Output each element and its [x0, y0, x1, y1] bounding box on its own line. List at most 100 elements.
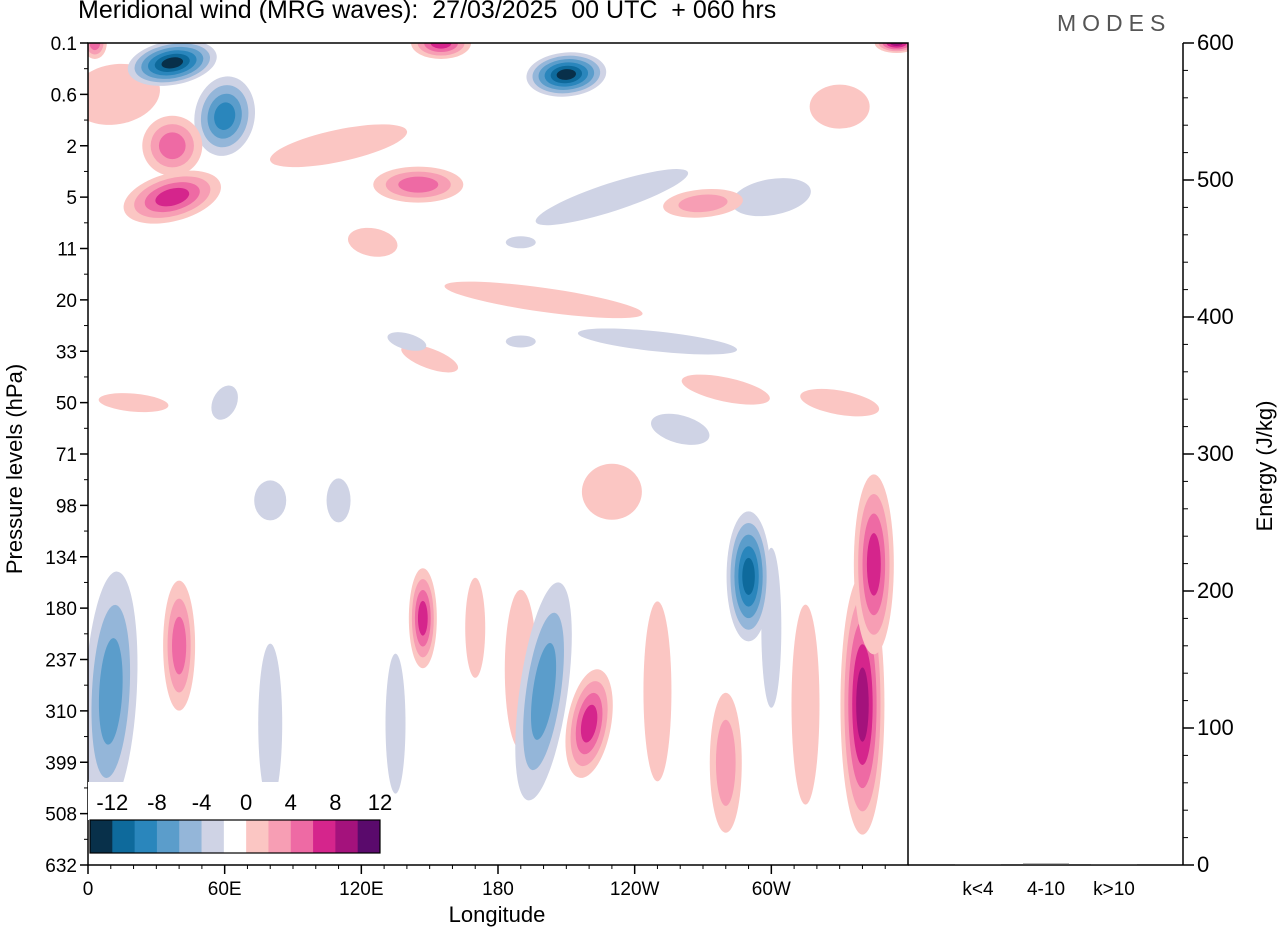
energy-category-label: k<4 — [962, 879, 994, 900]
x-tick-label: 60E — [208, 879, 242, 900]
field-contour — [715, 719, 736, 806]
field-contour — [681, 374, 770, 405]
field-contour — [211, 385, 238, 420]
wind-field — [88, 43, 908, 835]
field-contour — [387, 332, 427, 351]
field-contour — [347, 227, 398, 257]
x-axis-label: Longitude — [449, 902, 546, 927]
field-contour — [385, 653, 406, 794]
field-contour — [530, 642, 557, 740]
field-contour — [465, 577, 486, 678]
colorbar-label: -12 — [96, 790, 128, 815]
colorbar-swatch — [335, 820, 359, 853]
energy-y-tick-label: 300 — [1197, 441, 1234, 466]
colorbar-swatch — [179, 820, 203, 853]
y-tick-label: 50 — [56, 394, 77, 415]
field-contour — [326, 478, 351, 523]
y-tick-label: 71 — [56, 445, 77, 466]
field-contour — [444, 281, 643, 319]
energy-y-tick-label: 600 — [1197, 30, 1234, 55]
y-axis-label: Pressure levels (hPa) — [2, 364, 27, 574]
field-contour — [651, 413, 710, 445]
energy-y-label: Energy (J/kg) — [1252, 401, 1277, 532]
colorbar-swatch — [156, 820, 180, 853]
y-tick-label: 134 — [45, 548, 77, 569]
colorbar-swatch — [313, 820, 336, 853]
energy-y-tick-label: 400 — [1197, 304, 1234, 329]
field-contour — [866, 533, 881, 596]
y-tick-label: 11 — [57, 240, 77, 261]
field-contour — [580, 704, 598, 743]
y-tick-label: 0.6 — [51, 85, 77, 106]
field-contour — [678, 194, 728, 213]
field-contour — [89, 43, 101, 51]
field-contour — [401, 344, 459, 373]
y-tick-label: 180 — [45, 599, 77, 620]
field-contour — [505, 236, 536, 249]
colorbar-label: 0 — [240, 790, 252, 815]
energy-category-label: k>10 — [1093, 879, 1135, 900]
colorbar-label: 4 — [285, 790, 297, 815]
x-tick-label: 120W — [610, 879, 660, 900]
energy-y-tick-label: 100 — [1197, 715, 1234, 740]
x-tick-label: 0 — [83, 879, 94, 900]
field-contour — [398, 176, 439, 193]
field-contour — [809, 84, 870, 129]
chart-title: Meridional wind (MRG waves): 27/03/2025 … — [78, 0, 777, 24]
colorbar-swatch — [201, 820, 225, 853]
energy-bar — [1023, 863, 1069, 865]
y-tick-label: 237 — [45, 651, 77, 672]
field-contour — [258, 643, 283, 804]
field-contour — [791, 604, 820, 805]
colorbar-label: -8 — [147, 790, 167, 815]
y-tick-label: 5 — [66, 188, 77, 209]
colorbar-label: -4 — [192, 790, 212, 815]
colorbar-swatch — [357, 820, 381, 853]
field-contour — [581, 463, 642, 520]
colorbar-swatch — [290, 820, 314, 853]
colorbar-frame — [89, 819, 381, 854]
y-tick-label: 98 — [56, 496, 77, 517]
colorbar-swatch — [112, 820, 136, 853]
field-contour — [155, 187, 190, 207]
energy-y-tick-label: 0 — [1197, 852, 1209, 877]
field-contour — [161, 57, 184, 69]
y-tick-label: 508 — [45, 805, 77, 826]
field-contour — [98, 638, 123, 745]
field-contour — [172, 616, 187, 675]
colorbar-swatch — [246, 820, 269, 853]
x-tick-label: 180 — [482, 879, 514, 900]
energy-y-tick-label: 500 — [1197, 167, 1234, 192]
colorbar-swatch — [90, 820, 113, 853]
colorbar-swatch — [268, 820, 292, 853]
y-tick-label: 0.1 — [51, 34, 77, 55]
field-contour — [254, 480, 287, 521]
colorbar-label-bg — [88, 782, 382, 820]
y-tick-label: 310 — [45, 702, 77, 723]
energy-bar — [1091, 864, 1137, 865]
field-contour — [800, 388, 880, 417]
field-contour — [430, 43, 452, 49]
energy-y-tick-label: 200 — [1197, 578, 1234, 603]
field-contour — [214, 102, 236, 130]
colorbar-label: 8 — [329, 790, 341, 815]
energy-bar — [955, 864, 1001, 865]
field-contour — [856, 667, 869, 742]
energy-category-label: 4-10 — [1027, 879, 1065, 900]
colorbar-swatch — [223, 820, 247, 853]
field-contour — [535, 169, 689, 226]
field-contour — [731, 178, 811, 217]
field-contour — [742, 557, 755, 595]
field-contour — [643, 601, 672, 782]
field-contour — [98, 393, 169, 413]
plot-frame — [87, 42, 909, 866]
y-tick-label: 33 — [56, 342, 77, 363]
x-tick-label: 120E — [339, 879, 383, 900]
field-contour — [577, 328, 738, 355]
field-contour — [158, 132, 186, 160]
field-contour — [505, 335, 536, 348]
colorbar-swatch — [134, 820, 158, 853]
field-contour — [270, 124, 408, 168]
colorbar-label: 12 — [368, 790, 392, 815]
